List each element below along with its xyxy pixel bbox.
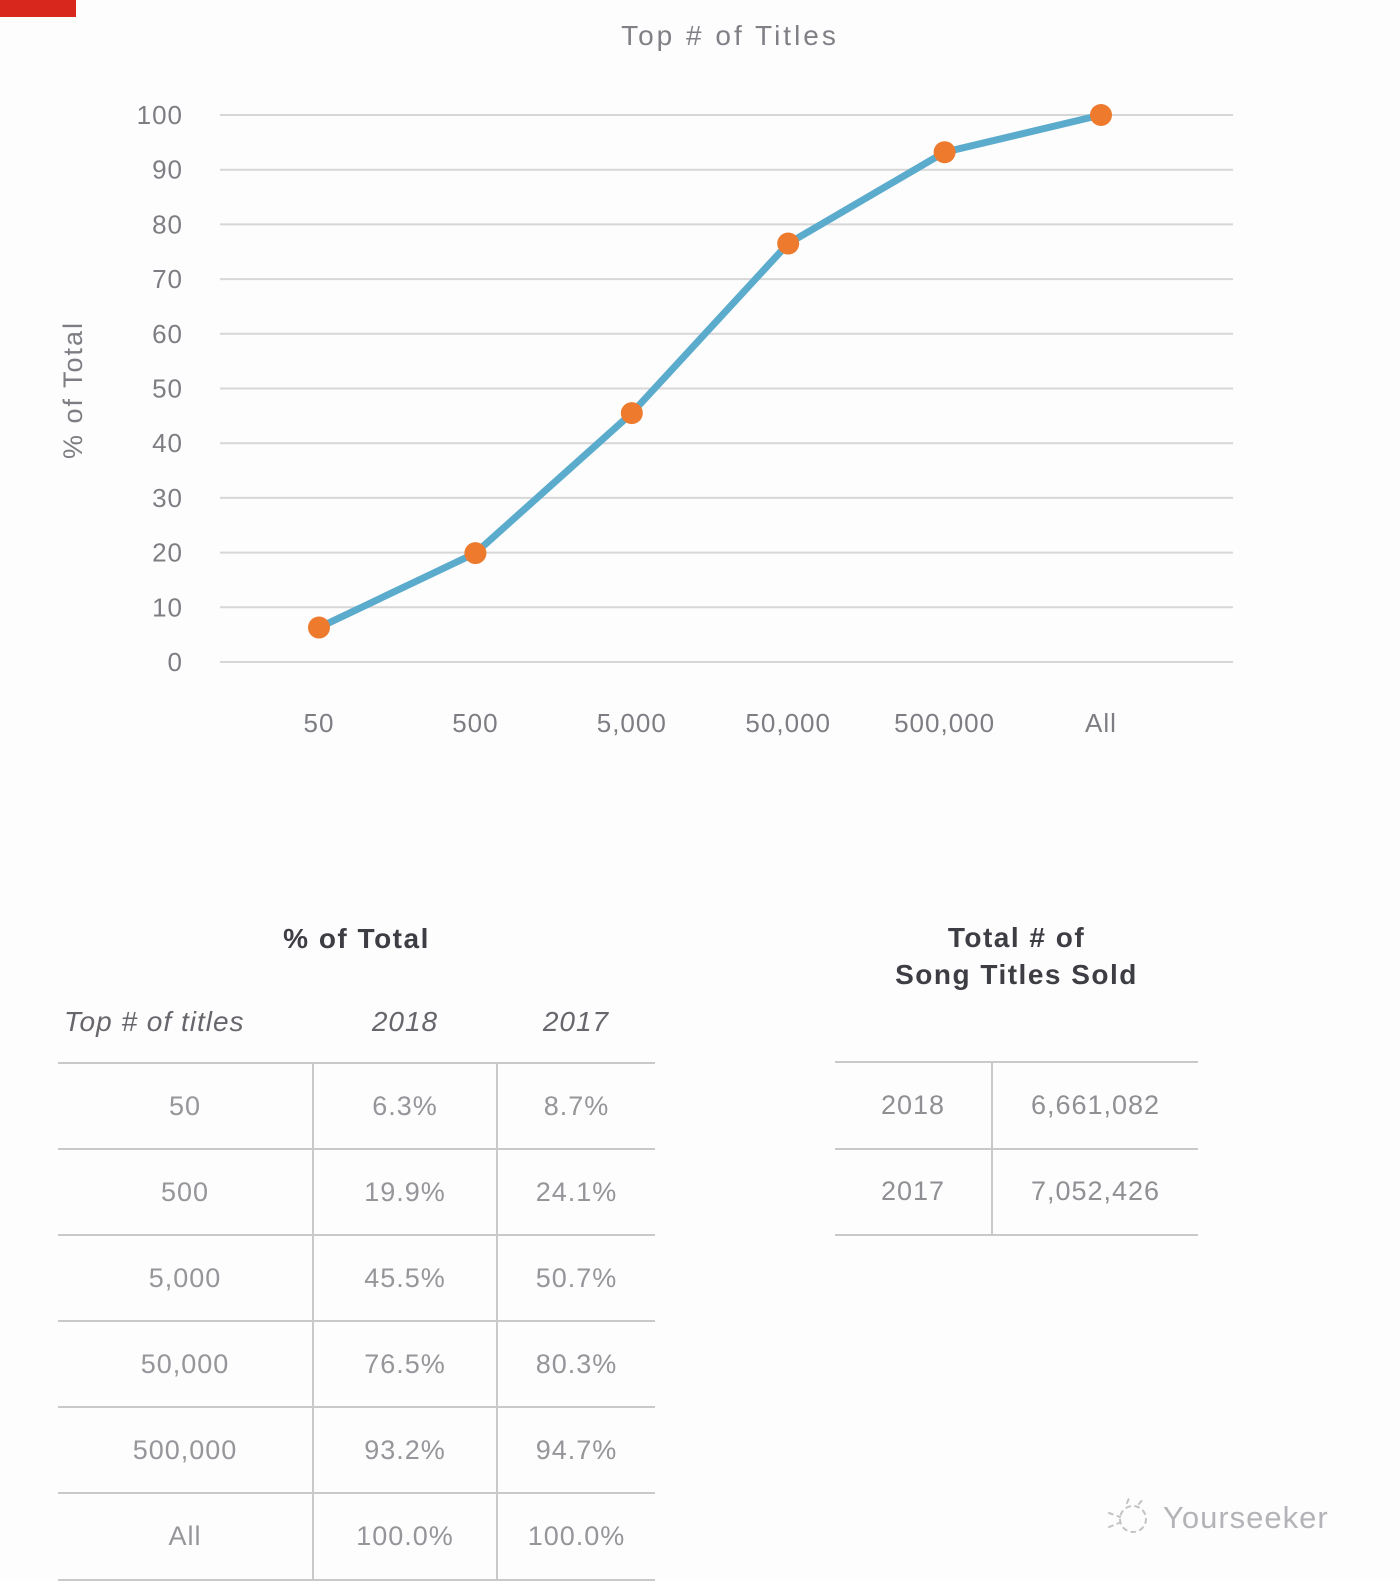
percent-table-title: % of Total [283,923,430,954]
data-point-marker [464,542,487,565]
data-point-marker [308,616,330,639]
y-tick-label: 80 [152,209,183,239]
header-2017: 2017 [542,1006,610,1037]
watermark-text: Yourseeker [1163,1500,1329,1535]
y-tick-label: 0 [168,647,183,677]
totals-title-line2: Song Titles Sold [895,959,1138,990]
y-tick-label: 60 [152,319,183,349]
cell-total: 6,661,082 [991,1061,1198,1149]
table-row: 2017 7,052,426 [835,1147,1198,1236]
table-row: All 100.0% 100.0% [58,1492,655,1581]
table-row: 500 19.9% 24.1% [58,1148,655,1236]
yourseeker-doodle-icon [1108,1495,1147,1533]
cell-2017: 50.7% [496,1234,655,1322]
table-row: 500,000 93.2% 94.7% [58,1406,655,1494]
y-tick-label: 50 [152,374,183,404]
x-tick-label: 50 [304,708,335,738]
data-point-marker [1090,104,1112,126]
y-tick-label: 40 [152,428,183,458]
data-point-marker [620,402,643,425]
cell-year: 2017 [835,1147,992,1236]
data-point-marker [777,232,800,255]
recording-indicator-bar [0,0,76,17]
percent-table-header: Top # of titles 2018 2017 [58,997,655,1047]
table-row: 2018 6,661,082 [835,1061,1198,1149]
line-chart: 0 10 20 30 40 50 60 70 80 90 100 50 500 5,000 50,000 50… [137,100,1233,738]
watermark: Yourseeker [1103,1490,1329,1546]
cell-2018: 19.9% [312,1148,497,1236]
x-tick-label: 50,000 [745,708,831,738]
y-tick-label: 70 [152,264,183,294]
series-line [315,111,1105,632]
cell-category: 500 [58,1148,313,1236]
x-tick-label: 5,000 [597,708,667,738]
song-titles-sold-table: 2018 6,661,082 2017 7,052,426 [835,1061,1198,1236]
header-top-number-of-titles: Top # of titles [64,1006,245,1037]
cell-2018: 93.2% [312,1406,497,1494]
cell-category: All [58,1492,313,1581]
table-row: 50,000 76.5% 80.3% [58,1320,655,1408]
cell-category: 50 [58,1061,313,1150]
totals-title-line1: Total # of [947,922,1086,953]
cell-2018: 76.5% [312,1320,497,1408]
table-row: 5,000 45.5% 50.7% [58,1234,655,1322]
cell-year: 2018 [835,1061,992,1149]
y-tick-label: 30 [152,483,183,513]
y-tick-label: 10 [152,592,183,622]
percent-of-total-table: 50 6.3% 8.7% 500 19.9% 24.1% 5,000 45.5%… [58,1061,655,1581]
cell-2017: 24.1% [496,1148,655,1236]
cell-category: 50,000 [58,1320,313,1408]
x-tick-label: 500,000 [894,708,995,738]
table-row: 50 6.3% 8.7% [58,1061,655,1150]
cell-2018: 6.3% [312,1061,497,1150]
cell-2018: 100.0% [312,1492,497,1581]
totals-table-title: Total # of Song Titles Sold [825,919,1208,993]
header-2018: 2018 [371,1006,439,1037]
x-tick-label: 500 [452,708,498,738]
cell-category: 5,000 [58,1234,313,1322]
y-tick-label: 90 [152,155,183,185]
cell-category: 500,000 [58,1406,313,1494]
cell-2017: 100.0% [496,1492,655,1581]
y-tick-label: 20 [152,538,183,568]
cell-2017: 8.7% [496,1061,655,1150]
y-tick-label: 100 [137,100,183,130]
cell-total: 7,052,426 [991,1147,1198,1236]
cell-2018: 45.5% [312,1234,497,1322]
chart-title: Top # of Titles [621,20,839,51]
cell-2017: 94.7% [496,1406,655,1494]
cell-2017: 80.3% [496,1320,655,1408]
x-tick-label: All [1085,708,1117,738]
data-point-marker [933,141,956,164]
